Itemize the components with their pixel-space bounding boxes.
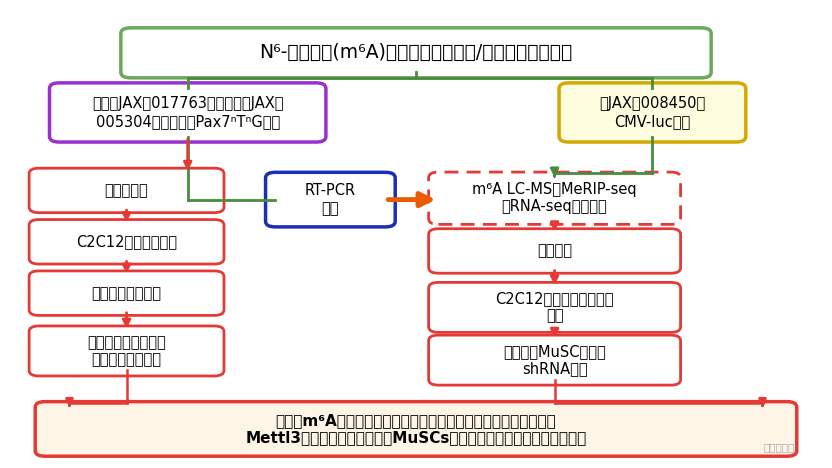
FancyBboxPatch shape bbox=[29, 326, 224, 376]
FancyBboxPatch shape bbox=[428, 282, 681, 332]
FancyBboxPatch shape bbox=[29, 219, 224, 264]
Text: 原代成肌细胞培养: 原代成肌细胞培养 bbox=[92, 285, 161, 300]
Text: 揭示了m⁶A修饰与增殖过程中涉及转录调控的基因密切相关，表明
Mettl3组合式减慢了原代小鼠MuSCs增殖并增强了它们的原代移迁能力: 揭示了m⁶A修饰与增殖过程中涉及转录调控的基因密切相关，表明 Mettl3组合式… bbox=[245, 413, 587, 445]
FancyBboxPatch shape bbox=[29, 271, 224, 315]
FancyBboxPatch shape bbox=[428, 172, 681, 224]
FancyBboxPatch shape bbox=[49, 83, 326, 142]
Text: 骨骼肌损伤: 骨骼肌损伤 bbox=[105, 183, 148, 198]
FancyBboxPatch shape bbox=[428, 229, 681, 273]
FancyBboxPatch shape bbox=[121, 28, 711, 78]
Text: RT-PCR
验证: RT-PCR 验证 bbox=[305, 183, 356, 216]
FancyBboxPatch shape bbox=[428, 335, 681, 385]
Text: 原代小鼠MuSC分离、
shRNA转染: 原代小鼠MuSC分离、 shRNA转染 bbox=[503, 344, 606, 376]
Text: N⁶-甲基腺苷(m⁶A)谱调控肌肉干细胞/成肌细胞状态转换: N⁶-甲基腺苷(m⁶A)谱调控肌肉干细胞/成肌细胞状态转换 bbox=[260, 44, 572, 62]
FancyBboxPatch shape bbox=[265, 172, 395, 227]
Text: 免疫印迹: 免疫印迹 bbox=[537, 243, 572, 258]
FancyBboxPatch shape bbox=[29, 168, 224, 212]
Text: C2C12成肌细胞群体扩增
试验: C2C12成肌细胞群体扩增 试验 bbox=[495, 291, 614, 323]
Text: （JAX：008450，
CMV-luc）鼠: （JAX：008450， CMV-luc）鼠 bbox=[599, 96, 706, 129]
FancyBboxPatch shape bbox=[559, 83, 745, 142]
Text: 易基因科技: 易基因科技 bbox=[764, 442, 795, 452]
FancyBboxPatch shape bbox=[35, 402, 797, 456]
Text: 体外荧光素酶测定、
体内生物发光成像: 体外荧光素酶测定、 体内生物发光成像 bbox=[87, 335, 166, 367]
Text: 小鼠（JAX：017763）与小鼠（JAX：
005304）杂交产生Pax7ⁿTⁿG小鼠: 小鼠（JAX：017763）与小鼠（JAX： 005304）杂交产生Pax7ⁿT… bbox=[92, 96, 284, 129]
Text: C2C12成肌细胞培养: C2C12成肌细胞培养 bbox=[76, 234, 177, 249]
Text: m⁶A LC-MS、MeRIP-seq
和RNA-seq测序分析: m⁶A LC-MS、MeRIP-seq 和RNA-seq测序分析 bbox=[473, 182, 637, 214]
